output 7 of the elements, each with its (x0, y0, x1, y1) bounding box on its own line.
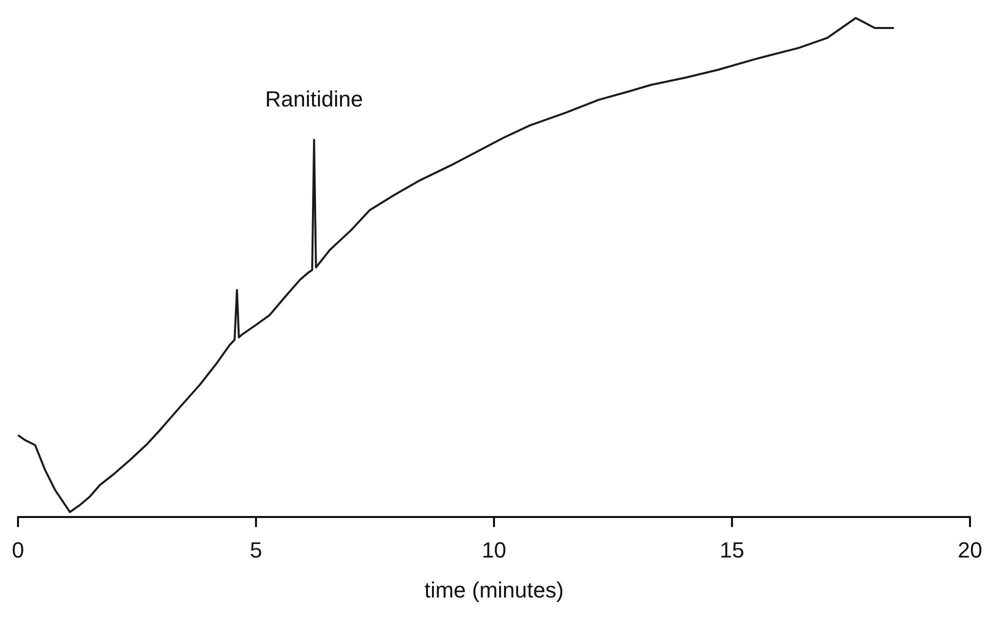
x-tick-label: 5 (250, 538, 262, 562)
x-tick-label: 10 (482, 538, 506, 562)
x-tick-label: 15 (720, 538, 744, 562)
x-tick-label: 20 (958, 538, 982, 562)
annotation: Ranitidine (265, 86, 363, 112)
x-tick-label: 0 (12, 538, 24, 562)
x-axis-title: time (minutes) (424, 578, 564, 602)
